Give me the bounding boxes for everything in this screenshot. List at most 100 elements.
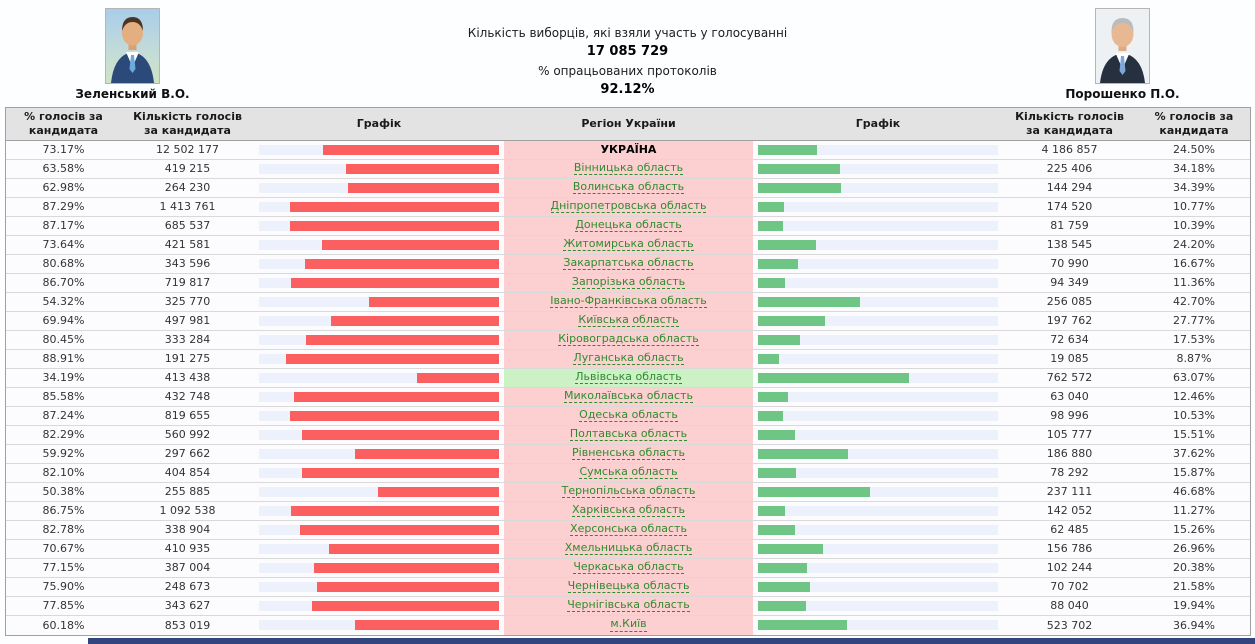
region-link[interactable]: Житомирська область: [563, 236, 694, 252]
region-link[interactable]: Черкаська область: [573, 559, 684, 575]
region-link[interactable]: Полтавська область: [569, 426, 688, 442]
zelensky-bar-cell: [254, 296, 504, 307]
poroshenko-votes: 105 777: [1046, 428, 1093, 441]
region-link[interactable]: Запорізька область: [571, 274, 686, 290]
poroshenko-bar: [758, 562, 807, 573]
poroshenko-bar-cell: [753, 543, 1003, 554]
region-link[interactable]: Чернігівська область: [567, 597, 690, 613]
poroshenko-bar-track: [758, 429, 998, 440]
poroshenko-bar-cell: [753, 562, 1003, 573]
region-link[interactable]: Кіровоградська область: [558, 331, 699, 347]
poroshenko-bar-track: [758, 182, 998, 193]
region-link[interactable]: Вінницька область: [573, 160, 684, 176]
region-link[interactable]: Миколаївська область: [564, 388, 693, 404]
table-row: 82.29% 560 992 Полтавська область 105 77…: [6, 425, 1250, 445]
region-link[interactable]: Херсонська область: [570, 521, 687, 537]
region-cell: УКРАЇНА: [504, 140, 753, 159]
turnout-label: Кількість виборців, які взяли участь у г…: [467, 26, 788, 40]
region-link[interactable]: Одеська область: [579, 407, 678, 423]
region-link[interactable]: Луганська область: [573, 350, 684, 366]
table-row: 54.32% 325 770 Івано-Франківська область…: [6, 292, 1250, 312]
region-link[interactable]: Чернівецька область: [567, 578, 690, 594]
zelensky-bar-track: [259, 581, 499, 592]
poroshenko-percent: 27.77%: [1173, 314, 1215, 327]
zelensky-bar-track: [259, 277, 499, 288]
region-link[interactable]: Дніпропетровська область: [550, 198, 707, 214]
col-header-poroshenko-votes: Кількість голосів за кандидата: [1015, 110, 1124, 137]
zelensky-votes: 853 019: [164, 618, 211, 632]
poroshenko-percent: 11.27%: [1173, 504, 1215, 517]
zelensky-bar: [290, 277, 499, 288]
zelensky-percent: 80.68%: [42, 257, 85, 270]
region-cell: Полтавська область: [504, 425, 753, 444]
poroshenko-votes: 225 406: [1046, 162, 1093, 175]
zelensky-bar: [301, 429, 499, 440]
region-link[interactable]: Волинська область: [572, 179, 685, 195]
zelensky-bar-cell: [254, 486, 504, 497]
zelensky-percent: 82.10%: [42, 466, 85, 479]
zelensky-percent: 34.19%: [42, 371, 85, 384]
candidate-left: Зеленський В.О.: [0, 0, 265, 101]
region-link[interactable]: Тернопільська область: [561, 483, 696, 499]
poroshenko-bar: [758, 429, 796, 440]
zelensky-bar: [300, 524, 499, 535]
zelensky-percent: 73.17%: [42, 143, 85, 156]
table-body: 73.17% 12 502 177 УКРАЇНА 4 186 857 24.5…: [6, 140, 1250, 635]
col-header-poroshenko-graph: Графік: [855, 116, 901, 130]
poroshenko-bar-track: [758, 163, 998, 174]
region-link[interactable]: Закарпатська область: [563, 255, 694, 271]
region-cell: Дніпропетровська область: [504, 197, 753, 216]
zelensky-votes: 421 581: [164, 238, 211, 251]
region-link[interactable]: Сумська область: [579, 464, 678, 480]
region-link[interactable]: Львівська область: [575, 369, 682, 385]
zelensky-votes: 685 537: [164, 219, 211, 232]
zelensky-bar: [347, 182, 499, 193]
region-link[interactable]: Хмельницька область: [564, 540, 693, 556]
zelensky-votes: 432 748: [164, 390, 211, 403]
region-link[interactable]: Київська область: [578, 312, 679, 328]
zelensky-bar-track: [259, 486, 499, 497]
poroshenko-bar-track: [758, 353, 998, 364]
zelensky-bar: [293, 391, 499, 402]
zelensky-bar-cell: [254, 429, 504, 440]
zelensky-percent: 77.15%: [42, 561, 85, 574]
zelensky-percent: 62.98%: [42, 181, 85, 194]
region-cell: Донецька область: [504, 216, 753, 235]
poroshenko-votes: 102 244: [1046, 561, 1093, 574]
zelensky-bar: [329, 543, 499, 554]
poroshenko-photo: [1095, 8, 1150, 84]
region-link[interactable]: Донецька область: [575, 217, 682, 233]
poroshenko-votes: 237 111: [1046, 485, 1093, 498]
zelensky-votes: 343 596: [164, 257, 211, 270]
zelensky-bar-track: [259, 239, 499, 250]
zelensky-bar: [305, 334, 499, 345]
poroshenko-percent: 11.36%: [1173, 276, 1215, 289]
zelensky-votes: 297 662: [164, 447, 211, 460]
region-cell: Харківська область: [504, 501, 753, 520]
poroshenko-bar: [758, 448, 849, 459]
poroshenko-bar: [758, 315, 825, 326]
zelensky-bar-cell: [254, 220, 504, 231]
region-cell: Чернівецька область: [504, 577, 753, 596]
poroshenko-bar-track: [758, 334, 998, 345]
table-row: 70.67% 410 935 Хмельницька область 156 7…: [6, 539, 1250, 559]
region-link[interactable]: м.Київ: [610, 617, 647, 632]
zelensky-percent: 85.58%: [42, 390, 85, 403]
page-header: Зеленський В.О. Кількість виборців, які …: [0, 0, 1255, 107]
poroshenko-bar-track: [758, 201, 998, 212]
zelensky-bar: [378, 486, 499, 497]
zelensky-photo: [105, 8, 160, 84]
region-link[interactable]: Івано-Франківська область: [550, 293, 707, 309]
region-link[interactable]: Харківська область: [571, 502, 686, 518]
zelensky-bar: [354, 620, 499, 630]
zelensky-bar-cell: [254, 239, 504, 250]
poroshenko-bar: [758, 258, 798, 269]
zelensky-bar-track: [259, 144, 499, 155]
col-header-region: Регіон України: [581, 116, 676, 130]
zelensky-bar-cell: [254, 505, 504, 516]
region-link[interactable]: Рівненська область: [572, 445, 685, 461]
next-section-bar: [88, 637, 1255, 644]
poroshenko-votes: 81 759: [1050, 219, 1089, 232]
poroshenko-votes: 88 040: [1050, 599, 1089, 612]
zelensky-bar-cell: [254, 201, 504, 212]
